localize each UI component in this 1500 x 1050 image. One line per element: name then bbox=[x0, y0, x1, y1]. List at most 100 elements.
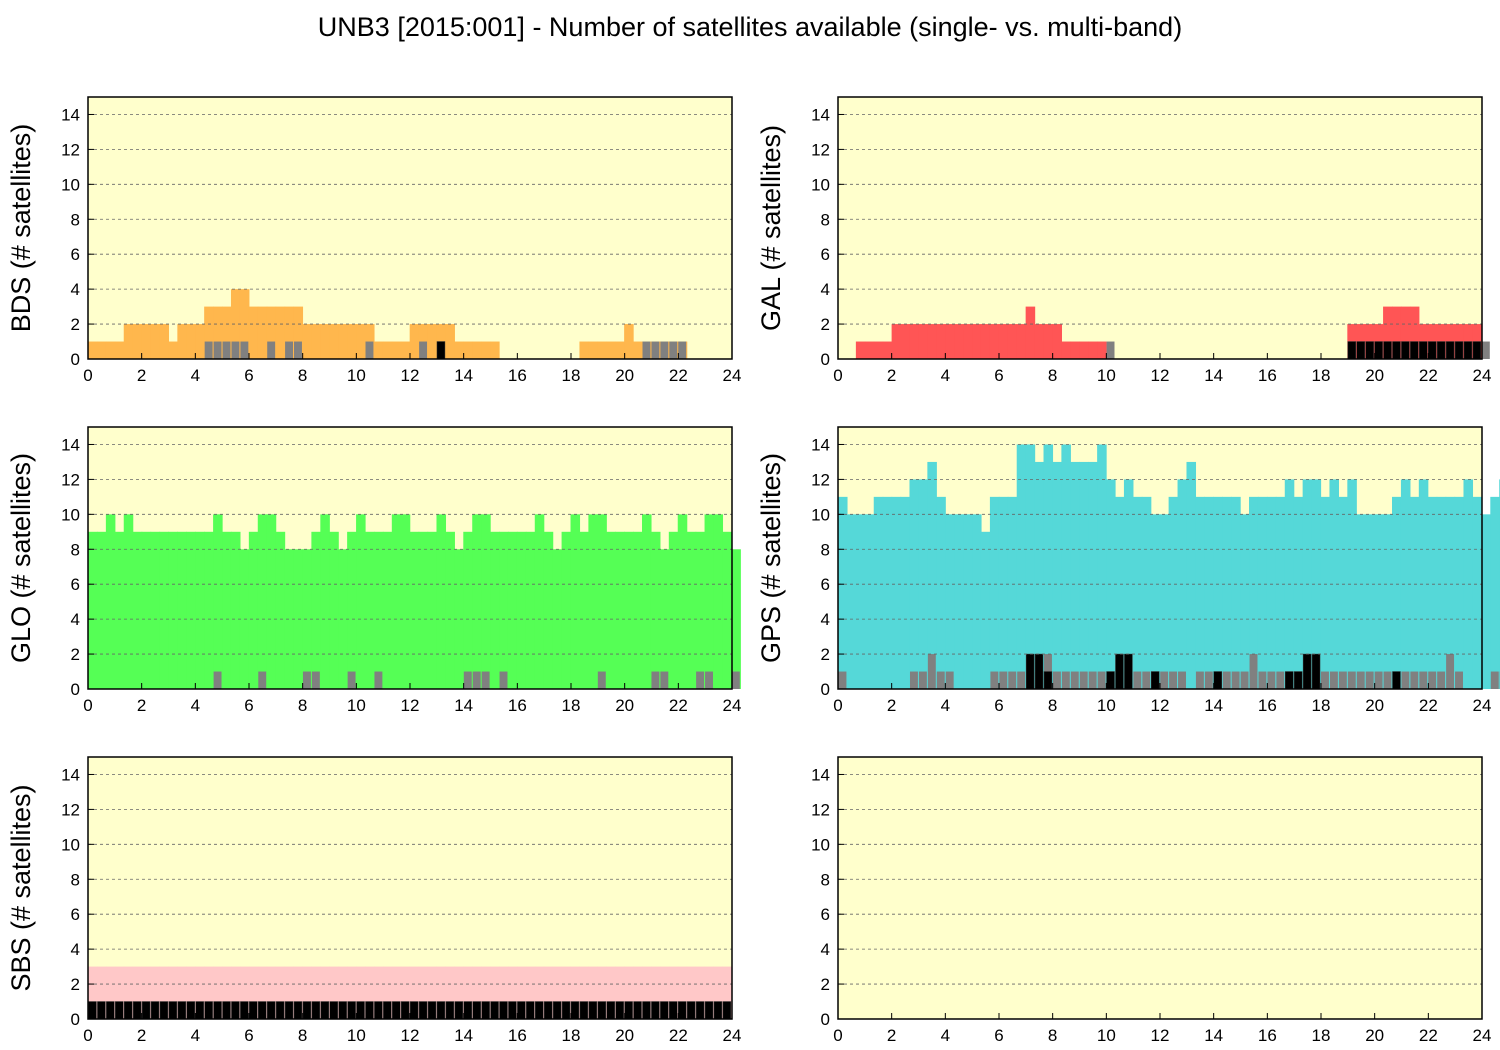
multi-band-bar bbox=[543, 1001, 553, 1020]
total-bar bbox=[1409, 306, 1420, 359]
x-tick-label: 2 bbox=[137, 1026, 146, 1045]
multi-band-bar bbox=[713, 1001, 723, 1020]
single-band-bar bbox=[302, 671, 311, 689]
total-bar bbox=[114, 966, 125, 1019]
multi-band-bar bbox=[195, 1001, 204, 1020]
total-bar bbox=[1070, 461, 1080, 689]
total-bar bbox=[186, 324, 196, 359]
multi-band-bar bbox=[365, 1001, 374, 1020]
total-bar bbox=[1025, 306, 1036, 359]
total-bar bbox=[329, 531, 339, 689]
multi-band-bar bbox=[454, 1001, 464, 1020]
total-bar bbox=[400, 514, 411, 689]
y-tick-label: 12 bbox=[811, 470, 830, 489]
total-bar bbox=[588, 514, 598, 689]
single-band-bar bbox=[1160, 671, 1169, 689]
total-bar bbox=[490, 341, 500, 359]
total-bar bbox=[1213, 496, 1223, 689]
x-tick-label: 10 bbox=[347, 1026, 366, 1045]
y-tick-label: 10 bbox=[61, 835, 80, 854]
y-axis-label: GPS (# satellites) bbox=[756, 453, 786, 663]
multi-band-bar bbox=[97, 1001, 106, 1020]
y-tick-label: 10 bbox=[811, 505, 830, 524]
total-bar bbox=[1061, 341, 1071, 359]
multi-band-bar bbox=[1436, 341, 1446, 360]
total-bar bbox=[436, 514, 447, 689]
total-bar bbox=[195, 531, 205, 689]
single-band-bar bbox=[1401, 671, 1410, 689]
multi-band-bar bbox=[302, 1001, 312, 1020]
single-band-bar bbox=[472, 671, 481, 689]
multi-band-bar bbox=[132, 1001, 142, 1020]
multi-band-bar bbox=[1150, 671, 1160, 690]
single-band-bar bbox=[1249, 654, 1258, 689]
multi-band-bar bbox=[535, 1001, 544, 1020]
multi-band-bar bbox=[204, 1001, 213, 1020]
total-bar bbox=[615, 341, 625, 359]
total-bar bbox=[927, 324, 937, 359]
total-bar bbox=[195, 324, 205, 359]
total-bar bbox=[159, 531, 170, 689]
total-bar bbox=[1052, 461, 1062, 689]
multi-band-bar bbox=[472, 1001, 481, 1020]
x-tick-label: 4 bbox=[191, 696, 200, 715]
total-bar bbox=[1016, 444, 1027, 689]
total-bar bbox=[168, 341, 178, 359]
total-bar bbox=[347, 966, 357, 1019]
total-bar bbox=[481, 341, 491, 359]
total-bar bbox=[257, 966, 268, 1019]
y-tick-label: 4 bbox=[821, 610, 830, 629]
y-tick-label: 14 bbox=[811, 435, 830, 454]
total-bar bbox=[1472, 496, 1482, 689]
total-bar bbox=[1231, 496, 1241, 689]
x-tick-label: 8 bbox=[1048, 1026, 1057, 1045]
total-bar bbox=[597, 966, 607, 1019]
single-band-bar bbox=[660, 341, 669, 359]
y-tick-label: 2 bbox=[821, 315, 830, 334]
total-bar bbox=[543, 531, 554, 689]
y-tick-label: 2 bbox=[821, 975, 830, 994]
total-bar bbox=[409, 531, 420, 689]
x-tick-label: 0 bbox=[833, 696, 842, 715]
total-bar bbox=[445, 966, 455, 1019]
total-bar bbox=[275, 306, 286, 359]
total-bar bbox=[436, 966, 447, 1019]
single-band-bar bbox=[1455, 671, 1463, 689]
total-bar bbox=[1320, 496, 1331, 689]
single-band-bar bbox=[1329, 671, 1338, 689]
total-bar bbox=[1293, 496, 1304, 689]
total-bar bbox=[954, 514, 964, 689]
x-tick-label: 18 bbox=[1312, 1026, 1331, 1045]
total-bar bbox=[659, 966, 670, 1019]
total-bar bbox=[1097, 341, 1107, 359]
total-bar bbox=[534, 514, 545, 689]
x-tick-label: 8 bbox=[298, 696, 307, 715]
multi-band-bar bbox=[722, 1001, 732, 1020]
y-tick-label: 4 bbox=[71, 610, 80, 629]
multi-band-bar bbox=[347, 1001, 356, 1020]
total-bar bbox=[606, 531, 616, 689]
single-band-bar bbox=[651, 671, 660, 689]
total-bar bbox=[1043, 444, 1054, 689]
total-bar bbox=[320, 966, 330, 1019]
total-bar bbox=[365, 531, 375, 689]
multi-band-bar bbox=[561, 1001, 571, 1020]
single-band-bar bbox=[1437, 671, 1446, 689]
single-band-bar bbox=[258, 671, 267, 689]
multi-band-bar bbox=[570, 1001, 580, 1020]
total-bar bbox=[900, 496, 911, 689]
multi-band-bar bbox=[320, 1001, 330, 1020]
x-tick-label: 0 bbox=[833, 1026, 842, 1045]
single-band-bar bbox=[990, 671, 999, 689]
multi-band-bar bbox=[356, 1001, 365, 1020]
y-axis-label: SBS (# satellites) bbox=[6, 784, 36, 991]
total-bar bbox=[257, 306, 268, 359]
total-bar bbox=[882, 341, 893, 359]
y-tick-label: 6 bbox=[821, 575, 830, 594]
x-tick-label: 6 bbox=[994, 1026, 1003, 1045]
single-band-bar bbox=[311, 671, 320, 689]
x-tick-label: 24 bbox=[723, 1026, 742, 1045]
multi-band-bar bbox=[597, 1001, 607, 1020]
single-band-bar bbox=[267, 341, 276, 359]
multi-band-bar bbox=[231, 1001, 240, 1020]
